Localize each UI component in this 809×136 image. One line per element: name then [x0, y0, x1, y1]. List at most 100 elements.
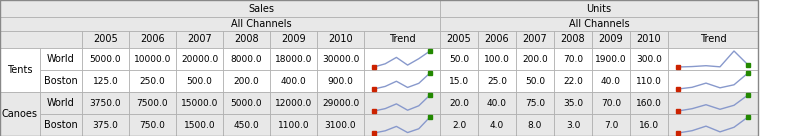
Text: 5000.0: 5000.0: [231, 98, 262, 107]
Bar: [317, 70, 364, 92]
Bar: [129, 48, 176, 70]
Text: 20.0: 20.0: [449, 98, 469, 107]
Bar: [176, 114, 223, 136]
Bar: [478, 31, 516, 48]
Text: 200.0: 200.0: [234, 76, 260, 86]
Bar: [364, 31, 440, 48]
Text: 70.0: 70.0: [563, 55, 583, 64]
Bar: [630, 48, 668, 70]
Bar: [270, 70, 317, 92]
Text: 2006: 2006: [140, 35, 165, 44]
Text: 2008: 2008: [234, 35, 259, 44]
Text: 40.0: 40.0: [487, 98, 507, 107]
Text: Tents: Tents: [7, 65, 32, 75]
Bar: [478, 70, 516, 92]
Bar: [82, 31, 129, 48]
Bar: [40, 48, 82, 70]
Text: 2006: 2006: [485, 35, 510, 44]
Bar: [0, 70, 758, 92]
Bar: [176, 31, 223, 48]
Text: 2010: 2010: [328, 35, 353, 44]
Text: 3.0: 3.0: [565, 120, 580, 129]
Bar: [176, 92, 223, 114]
Bar: [223, 70, 270, 92]
Bar: [82, 70, 129, 92]
Text: 2007: 2007: [523, 35, 548, 44]
Text: 2010: 2010: [637, 35, 661, 44]
Bar: [440, 48, 478, 70]
Bar: [516, 114, 554, 136]
Text: 22.0: 22.0: [563, 76, 583, 86]
Bar: [554, 70, 592, 92]
Text: 1500.0: 1500.0: [184, 120, 215, 129]
Text: 2009: 2009: [282, 35, 306, 44]
Bar: [129, 92, 176, 114]
Bar: [40, 70, 82, 92]
Bar: [176, 48, 223, 70]
Bar: [554, 92, 592, 114]
Text: World: World: [47, 98, 75, 108]
Bar: [440, 70, 478, 92]
Bar: [0, 92, 40, 136]
Text: 375.0: 375.0: [92, 120, 118, 129]
Bar: [82, 92, 129, 114]
Text: Boston: Boston: [44, 120, 78, 130]
Bar: [630, 92, 668, 114]
Bar: [0, 48, 758, 70]
Text: 12000.0: 12000.0: [275, 98, 312, 107]
Bar: [668, 114, 758, 136]
Bar: [516, 92, 554, 114]
Bar: [270, 92, 317, 114]
Text: 50.0: 50.0: [525, 76, 545, 86]
Text: 110.0: 110.0: [636, 76, 662, 86]
Bar: [270, 48, 317, 70]
Bar: [0, 92, 758, 114]
Bar: [440, 0, 758, 17]
Bar: [516, 70, 554, 92]
Text: 2005: 2005: [447, 35, 472, 44]
Text: 7.0: 7.0: [604, 120, 618, 129]
Text: 18000.0: 18000.0: [275, 55, 312, 64]
Bar: [223, 92, 270, 114]
Bar: [0, 114, 758, 136]
Text: 3750.0: 3750.0: [90, 98, 121, 107]
Text: 7500.0: 7500.0: [137, 98, 168, 107]
Bar: [478, 114, 516, 136]
Bar: [478, 92, 516, 114]
Text: 40.0: 40.0: [601, 76, 621, 86]
Bar: [40, 92, 82, 114]
Text: Units: Units: [587, 4, 612, 13]
Bar: [82, 48, 129, 70]
Text: 50.0: 50.0: [449, 55, 469, 64]
Text: 500.0: 500.0: [187, 76, 213, 86]
Text: 100.0: 100.0: [484, 55, 510, 64]
Text: 30000.0: 30000.0: [322, 55, 359, 64]
Bar: [592, 70, 630, 92]
Text: 16.0: 16.0: [639, 120, 659, 129]
Text: 15.0: 15.0: [449, 76, 469, 86]
Text: 75.0: 75.0: [525, 98, 545, 107]
Bar: [592, 31, 630, 48]
Bar: [129, 114, 176, 136]
Text: 8.0: 8.0: [527, 120, 542, 129]
Bar: [516, 31, 554, 48]
Text: World: World: [47, 54, 75, 64]
Bar: [630, 31, 668, 48]
Text: 10000.0: 10000.0: [133, 55, 172, 64]
Text: 70.0: 70.0: [601, 98, 621, 107]
Bar: [129, 70, 176, 92]
Text: 3100.0: 3100.0: [324, 120, 356, 129]
Bar: [0, 17, 440, 31]
Text: 450.0: 450.0: [234, 120, 260, 129]
Bar: [40, 114, 82, 136]
Bar: [668, 70, 758, 92]
Text: 250.0: 250.0: [140, 76, 165, 86]
Bar: [223, 114, 270, 136]
Bar: [364, 114, 440, 136]
Bar: [478, 48, 516, 70]
Bar: [668, 31, 758, 48]
Text: 2.0: 2.0: [452, 120, 466, 129]
Bar: [0, 48, 40, 92]
Text: Boston: Boston: [44, 76, 78, 86]
Text: 300.0: 300.0: [636, 55, 662, 64]
